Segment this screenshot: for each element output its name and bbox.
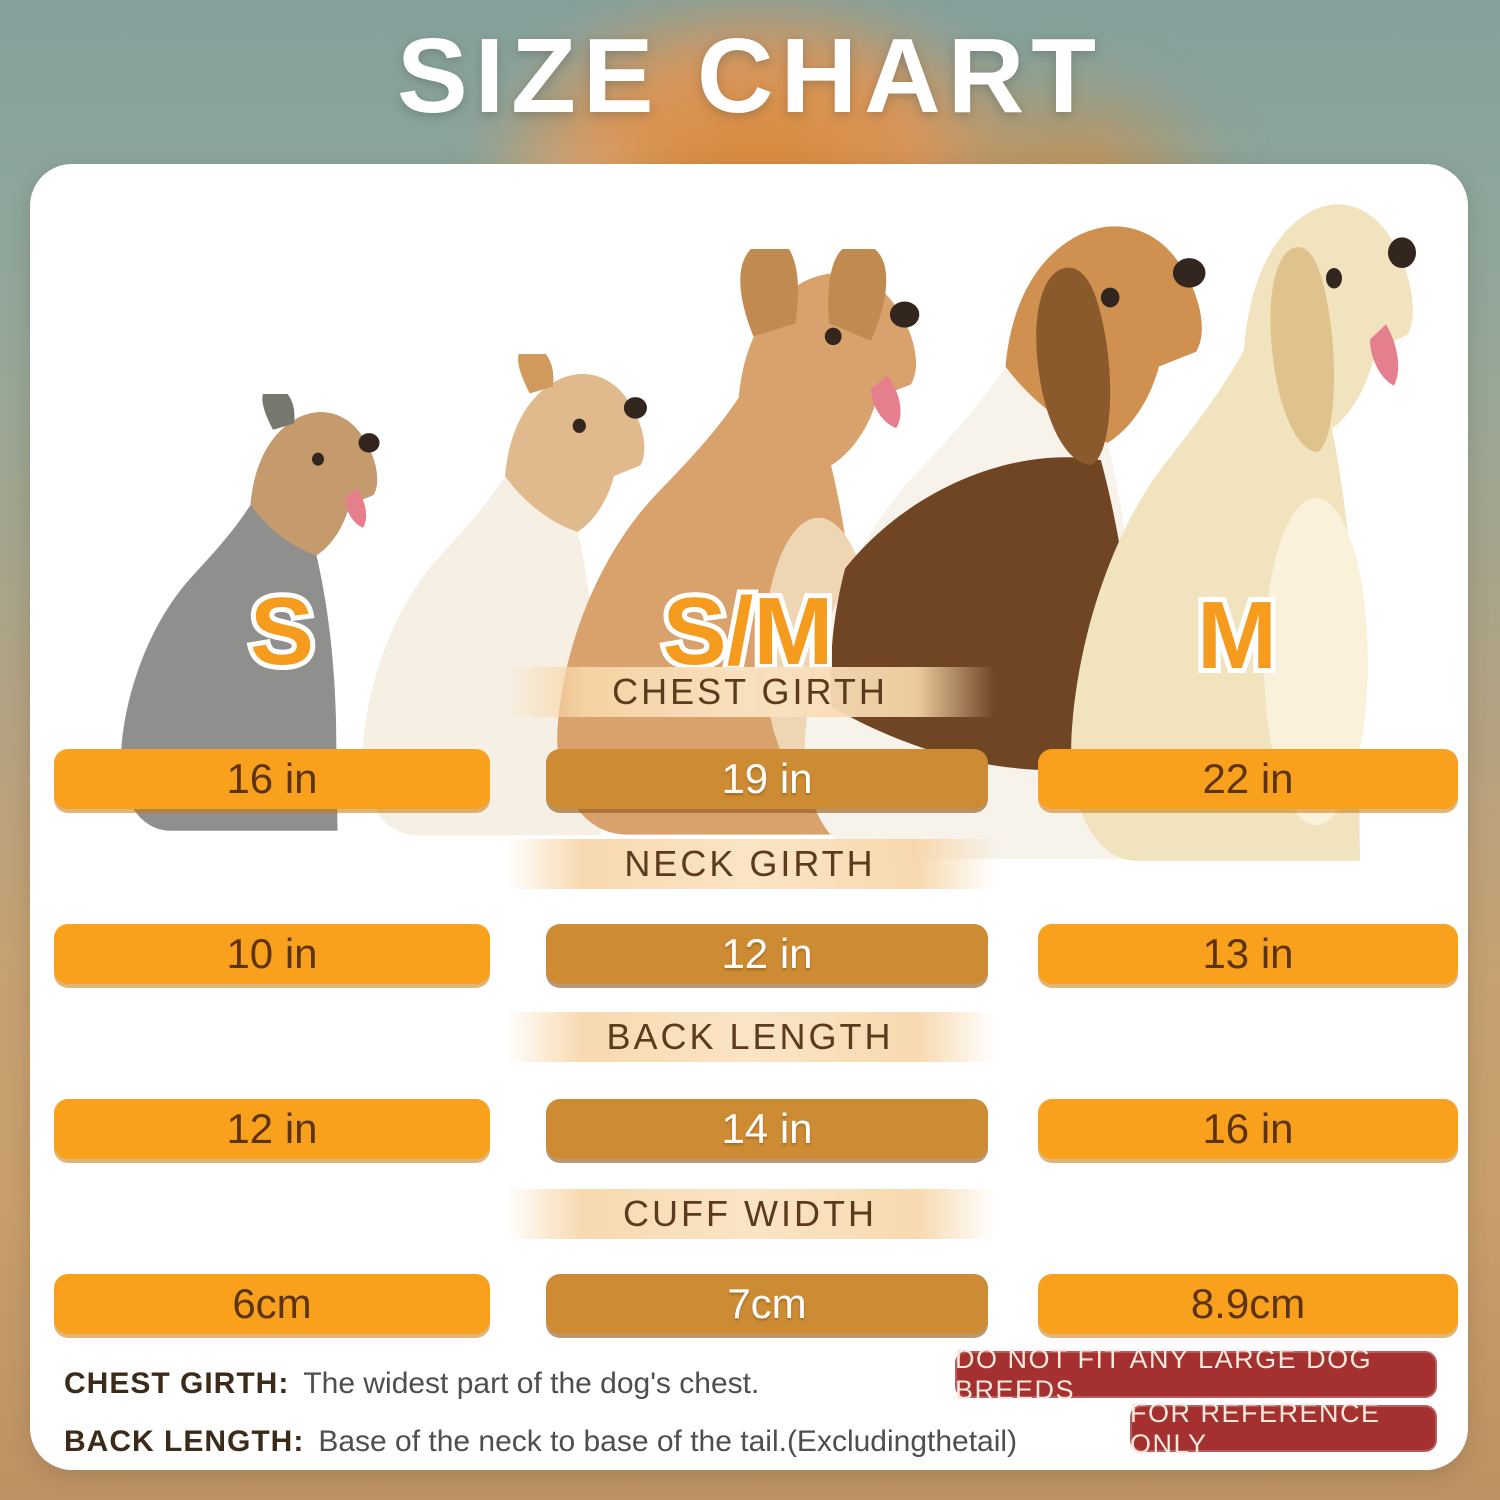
value-neck-girth-m: 13 in <box>1038 924 1458 984</box>
size-label-s: S <box>245 573 319 682</box>
value-neck-girth-sm: 12 in <box>546 924 988 984</box>
svg-text:S: S <box>250 578 314 682</box>
value-neck-girth-s: 10 in <box>54 924 490 984</box>
dog-labrador-retriever-illustration <box>1071 204 1416 861</box>
value-back-length-m: 16 in <box>1038 1099 1458 1159</box>
svg-text:M: M <box>1197 582 1277 686</box>
value-chest-girth-s: 16 in <box>54 749 490 809</box>
footnote-back-length-label: BACK LENGTH: <box>64 1425 305 1458</box>
warning-badge-reference-only: FOR REFERENCE ONLY <box>1130 1398 1437 1459</box>
measure-band-back-length: BACK LENGTH <box>505 1012 995 1062</box>
svg-text:S/M: S/M <box>663 578 834 682</box>
footnote-chest-girth-text: The widest part of the dog's chest. <box>303 1367 760 1400</box>
value-cuff-width-m: 8.9cm <box>1038 1274 1458 1334</box>
value-chest-girth-m: 22 in <box>1038 749 1458 809</box>
measure-band-neck-girth: NECK GIRTH <box>505 839 995 889</box>
value-back-length-s: 12 in <box>54 1099 490 1159</box>
measure-band-cuff-width: CUFF WIDTH <box>505 1189 995 1239</box>
footnote-back-length-text: Base of the neck to base of the tail.(Ex… <box>318 1425 1018 1458</box>
page-title: SIZE CHART <box>397 17 1103 135</box>
footnote-back-length: BACK LENGTH: Base of the neck to base of … <box>64 1425 1017 1459</box>
measure-band-chest-girth: CHEST GIRTH <box>505 667 995 717</box>
value-chest-girth-sm: 19 in <box>546 749 988 809</box>
footnote-chest-girth: CHEST GIRTH: The widest part of the dog's… <box>64 1367 759 1401</box>
size-chart-card: S S/M M CHEST GIRTH NECK GIRTH BACK LENG… <box>30 164 1468 1470</box>
warning-badge-no-large-breeds: DO NOT FIT ANY LARGE DOG BREEDS <box>955 1344 1437 1405</box>
dog-yorkshire-terrier-illustration <box>120 394 380 831</box>
value-back-length-sm: 14 in <box>546 1099 988 1159</box>
size-label-m: M <box>1192 577 1282 686</box>
size-label-sm: S/M <box>658 573 839 682</box>
footnote-chest-girth-label: CHEST GIRTH: <box>64 1367 290 1400</box>
value-cuff-width-s: 6cm <box>54 1274 490 1334</box>
value-cuff-width-sm: 7cm <box>546 1274 988 1334</box>
